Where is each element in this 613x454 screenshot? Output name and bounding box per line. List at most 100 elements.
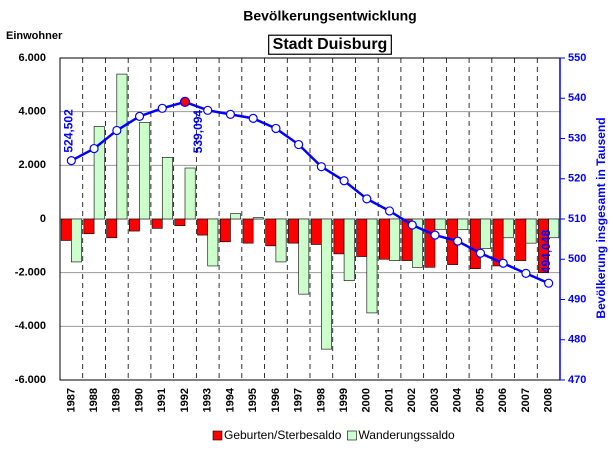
line-point <box>134 111 145 121</box>
y2-tick-label: 490 <box>568 293 586 305</box>
bar <box>275 218 287 263</box>
x-tick-label: 1996 <box>270 388 282 412</box>
bar <box>288 218 299 244</box>
bar <box>298 218 310 295</box>
x-tick-label: 1997 <box>293 388 305 412</box>
x-tick-label: 2005 <box>474 388 486 412</box>
x-tick-label: 1992 <box>179 388 191 412</box>
line-point <box>248 113 258 123</box>
chart-subtitle: Stadt Duisburg <box>273 36 388 53</box>
bar <box>343 218 355 282</box>
bar <box>197 218 209 236</box>
bar <box>139 122 151 220</box>
y-tick-label: 4.000 <box>18 106 46 118</box>
bar <box>174 218 186 227</box>
line-point <box>112 125 122 136</box>
y-tick-label: -2.000 <box>15 267 46 279</box>
line-point <box>66 156 76 166</box>
bar <box>310 218 322 245</box>
y2-tick-label: 500 <box>568 253 586 265</box>
line-point <box>362 194 372 204</box>
y-tick-label: 2.000 <box>18 159 46 171</box>
x-tick-label: 2008 <box>543 388 555 412</box>
line-point <box>339 176 349 186</box>
line-point <box>521 268 531 278</box>
legend-label: Geburten/Sterbesaldo <box>224 428 342 442</box>
x-tick-label: 1995 <box>247 388 259 412</box>
x-tick-label: 2001 <box>383 388 395 412</box>
line-point <box>179 96 191 107</box>
x-tick-label: 1987 <box>65 388 77 412</box>
y2-tick-label: 520 <box>568 173 586 185</box>
bar <box>379 218 390 260</box>
line-point <box>384 206 395 216</box>
bar <box>93 126 105 220</box>
bar <box>356 218 368 257</box>
bar <box>161 156 173 220</box>
line-point <box>225 109 236 119</box>
line-point <box>316 162 326 172</box>
legend-swatch <box>347 430 357 441</box>
line-point <box>157 103 167 113</box>
bar <box>469 218 481 269</box>
x-tick-label: 2006 <box>497 388 509 412</box>
y2-tick-label: 550 <box>568 52 586 64</box>
y2-tick-label: 530 <box>568 132 586 144</box>
bar <box>129 218 140 232</box>
bar <box>265 218 277 247</box>
x-tick-label: 1999 <box>338 388 350 412</box>
line <box>70 100 550 285</box>
legend-label: Wanderungssaldo <box>358 428 455 442</box>
data-label: 539,094 <box>191 110 205 154</box>
bar <box>83 218 95 235</box>
bar <box>242 218 254 244</box>
x-tick-label: 2003 <box>429 388 441 412</box>
line-point <box>89 143 99 154</box>
bar <box>106 218 118 239</box>
line-point <box>430 230 440 240</box>
x-tick-label: 1988 <box>88 388 100 412</box>
x-tick-label: 1989 <box>111 388 123 412</box>
bar <box>252 217 264 220</box>
line-point <box>498 258 508 268</box>
bar <box>538 218 549 273</box>
x-tick-label: 1991 <box>156 388 168 412</box>
legend-swatch <box>212 430 223 441</box>
bar <box>480 218 491 249</box>
x-tick-label: 2004 <box>452 387 464 412</box>
x-tick-label: 2000 <box>361 388 373 412</box>
bar <box>457 218 469 231</box>
line-point <box>203 105 213 115</box>
y2-tick-label: 540 <box>568 92 586 104</box>
bar <box>548 218 560 239</box>
bar <box>230 213 241 220</box>
data-label: 524,502 <box>62 109 76 153</box>
bar <box>116 73 128 220</box>
bar <box>434 218 446 231</box>
x-tick-label: 1998 <box>315 388 327 412</box>
x-tick-label: 2002 <box>406 388 418 412</box>
line-point <box>544 278 554 288</box>
data-label: 494,048 <box>539 230 553 274</box>
y-tick-label: -6.000 <box>15 374 46 386</box>
x-tick-label: 1994 <box>224 387 236 412</box>
bar <box>219 218 231 243</box>
subtitle-box <box>268 34 392 55</box>
bar <box>333 218 345 255</box>
line-point <box>475 248 486 258</box>
y-tick-label: 0 <box>40 213 46 225</box>
bar <box>60 218 72 241</box>
bar <box>424 218 436 268</box>
x-tick-label: 1993 <box>202 388 214 412</box>
bar <box>184 167 196 220</box>
bar <box>525 218 537 244</box>
y-tick-label: 6.000 <box>18 52 46 64</box>
bar <box>207 218 219 267</box>
x-tick-label: 1990 <box>133 388 145 412</box>
chart-title: Bevölkerungsentwicklung <box>243 8 416 24</box>
bar <box>502 218 514 239</box>
y-tick-label: -4.000 <box>15 320 46 332</box>
line-point <box>453 236 463 246</box>
y2-axis-label: Bevölkerung insgesamt in Tausend <box>594 117 608 318</box>
